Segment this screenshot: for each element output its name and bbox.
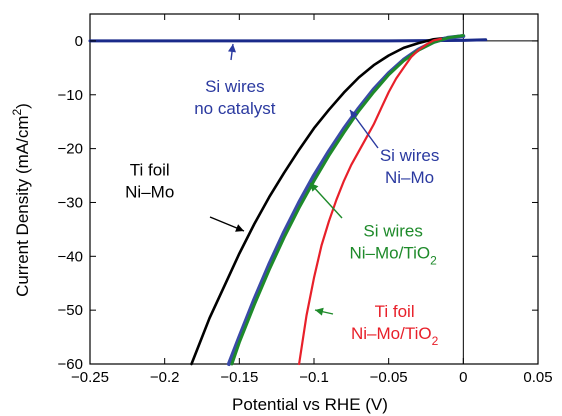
annotation-label-5: Ti foil Ni–Mo/TiO2 bbox=[351, 302, 439, 348]
x-tick-label: −0.1 bbox=[299, 369, 329, 386]
tick-layer: −0.25 −0.2 −0.15 −0.1 −0.05 0 0.05 0 −10 −20 −30 −4… bbox=[58, 14, 553, 386]
annotation-line: Si wires bbox=[380, 146, 440, 165]
x-tick-label: 0.05 bbox=[523, 369, 552, 386]
annotation-line: Si wires bbox=[363, 221, 423, 240]
y-tick-label: −30 bbox=[58, 194, 83, 211]
annotation-line: Ti foil bbox=[375, 302, 415, 321]
arrowhead bbox=[235, 224, 244, 232]
series-line-5 bbox=[298, 37, 442, 366]
arrowhead bbox=[315, 307, 324, 316]
x-tick-label: −0.05 bbox=[370, 369, 408, 386]
annotation-line: Si wires bbox=[205, 77, 265, 96]
series-layer bbox=[88, 34, 488, 366]
series-line-2 bbox=[190, 36, 450, 366]
annotation-line: Ni–Mo/TiO bbox=[349, 243, 430, 262]
y-tick-label: −60 bbox=[58, 356, 83, 373]
annotation-line: Ni–Mo bbox=[125, 183, 174, 202]
x-tick-label: −0.25 bbox=[71, 369, 109, 386]
arrowhead bbox=[228, 44, 236, 53]
annotation-label-3: Si wires Ni–Mo bbox=[380, 146, 440, 187]
arrowhead bbox=[350, 110, 358, 119]
annotation-line: Ni–Mo/TiO bbox=[351, 324, 432, 343]
y-tick-label: 0 bbox=[75, 33, 83, 50]
annotation-line: Ni–Mo bbox=[385, 168, 434, 187]
x-axis-title: Potential vs RHE (V) bbox=[232, 395, 388, 414]
y-tick-label: −10 bbox=[58, 87, 83, 104]
x-tick-label: −0.2 bbox=[150, 369, 180, 386]
annotation-line: no catalyst bbox=[194, 99, 276, 118]
annotation-subscript: 2 bbox=[430, 253, 437, 267]
annotation-subscript: 2 bbox=[432, 334, 439, 348]
annotation-label-4: Si wires Ni–Mo/TiO2 bbox=[349, 221, 437, 267]
y-tick-label: −40 bbox=[58, 248, 83, 265]
y-tick-label: −20 bbox=[58, 141, 83, 158]
series-line-1 bbox=[88, 38, 488, 43]
x-tick-label: −0.15 bbox=[220, 369, 258, 386]
annotation-layer: Si wires no catalyst Ti foil Ni–Mo Si wires N… bbox=[125, 77, 439, 348]
annotation-label-1: Si wires no catalyst bbox=[194, 77, 276, 118]
x-tick-label: 0 bbox=[459, 369, 467, 386]
arrow-layer bbox=[209, 43, 379, 316]
annotation-line: Ti foil bbox=[130, 161, 170, 180]
y-axis-title: Current Density (mA/cm2) bbox=[10, 103, 32, 297]
annotation-label-2: Ti foil Ni–Mo bbox=[125, 161, 174, 202]
y-tick-label: −50 bbox=[58, 302, 83, 319]
arrowhead bbox=[310, 183, 319, 192]
